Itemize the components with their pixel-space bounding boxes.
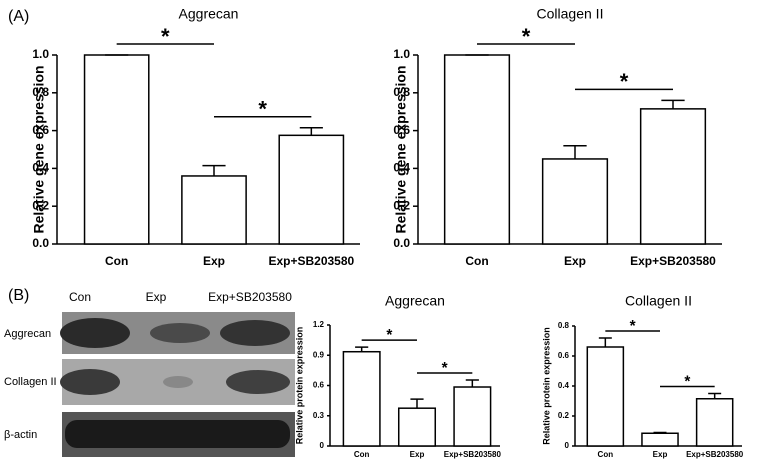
bar xyxy=(541,158,609,245)
error-bar xyxy=(299,127,323,136)
y-tick-label: 0.2 xyxy=(393,198,410,212)
significance-label: * xyxy=(620,69,629,94)
y-tick-label: 0.8 xyxy=(558,321,570,330)
error-bar xyxy=(661,99,685,109)
blot-column-label: Exp+SB203580 xyxy=(208,290,292,304)
x-tick-label: Exp+SB203580 xyxy=(268,254,354,268)
blot-column-label: Con xyxy=(69,290,91,304)
x-tick-label: Exp xyxy=(564,254,586,268)
x-tick-label: Exp xyxy=(410,450,425,459)
y-tick-label: 0 xyxy=(320,441,325,450)
bar xyxy=(181,175,247,245)
y-tick-label: 0.6 xyxy=(313,381,325,390)
y-tick-label: 0 xyxy=(565,441,570,450)
blot-band xyxy=(226,370,290,394)
y-tick-label: 0.6 xyxy=(558,351,570,360)
y-tick-label: 0.8 xyxy=(32,85,49,99)
panel-label: (A) xyxy=(8,8,29,25)
significance-label: * xyxy=(258,97,267,122)
bar xyxy=(641,432,679,447)
y-tick-label: 0.0 xyxy=(393,236,410,250)
x-tick-label: Con xyxy=(465,254,488,268)
x-tick-label: Exp+SB203580 xyxy=(686,450,744,459)
y-tick-label: 0.6 xyxy=(32,123,49,137)
error-bar xyxy=(355,346,369,352)
error-bar xyxy=(653,431,667,434)
x-tick-label: Con xyxy=(598,450,614,459)
error-bar xyxy=(563,144,587,159)
error-bar xyxy=(465,379,479,388)
western-blot xyxy=(0,312,295,457)
significance-label: * xyxy=(442,360,448,377)
bar xyxy=(443,54,511,245)
y-tick-label: 0.6 xyxy=(393,123,410,137)
blot-row-label: Collagen II xyxy=(4,376,57,388)
x-tick-label: Exp+SB203580 xyxy=(444,450,502,459)
panel-label: (B) xyxy=(8,287,29,304)
y-tick-label: 0.8 xyxy=(393,85,410,99)
error-bar xyxy=(202,164,226,176)
y-tick-label: 0.4 xyxy=(393,161,410,175)
y-tick-label: 0.3 xyxy=(313,411,325,420)
error-bar xyxy=(410,398,424,409)
y-tick-label: 1.0 xyxy=(32,47,49,61)
blot-band xyxy=(60,318,130,348)
x-tick-label: Exp xyxy=(203,254,225,268)
bar xyxy=(83,54,150,245)
y-axis-label: Relative gene expression xyxy=(31,65,47,233)
error-bar xyxy=(598,337,612,347)
significance-label: * xyxy=(386,327,392,344)
blot-band xyxy=(60,369,120,395)
bar xyxy=(278,134,345,245)
blot-band xyxy=(65,420,290,448)
chart-title: Collagen II xyxy=(537,6,604,22)
y-tick-label: 0.4 xyxy=(558,381,570,390)
bar xyxy=(453,386,492,447)
y-axis-label: Relative protein expression xyxy=(294,327,304,445)
blot-row-label: Aggrecan xyxy=(4,328,51,340)
error-bar xyxy=(708,392,722,399)
y-tick-label: 1.0 xyxy=(393,47,410,61)
x-tick-label: Con xyxy=(105,254,128,268)
y-tick-label: 0.9 xyxy=(313,350,325,359)
significance-label: * xyxy=(684,373,690,390)
x-tick-label: Con xyxy=(354,450,370,459)
y-tick-label: 0.2 xyxy=(558,411,570,420)
chart-title: Collagen II xyxy=(625,293,692,309)
x-tick-label: Exp xyxy=(653,450,668,459)
bar xyxy=(397,407,437,447)
significance-label: * xyxy=(161,24,170,49)
y-tick-label: 0.0 xyxy=(32,236,49,250)
y-tick-label: 0.4 xyxy=(32,161,49,175)
blot-label-area xyxy=(0,312,60,457)
y-axis-label: Relative protein expression xyxy=(541,327,551,445)
y-tick-label: 0.2 xyxy=(32,198,49,212)
blot-band xyxy=(150,323,210,343)
blot-row-label: β-actin xyxy=(4,429,37,441)
blot-band xyxy=(163,376,193,388)
y-tick-label: 1.2 xyxy=(313,320,325,329)
x-tick-label: Exp+SB203580 xyxy=(630,254,716,268)
chart-title: Aggrecan xyxy=(385,293,445,309)
blot-column-label: Exp xyxy=(146,290,167,304)
bar xyxy=(586,346,625,447)
significance-label: * xyxy=(522,24,531,49)
significance-label: * xyxy=(630,318,636,335)
bar xyxy=(342,350,381,447)
blot-band xyxy=(220,320,290,346)
y-axis-label: Relative gene expression xyxy=(393,65,409,233)
chart-title: Aggrecan xyxy=(179,6,239,22)
bar xyxy=(639,108,707,245)
bar xyxy=(695,398,734,447)
